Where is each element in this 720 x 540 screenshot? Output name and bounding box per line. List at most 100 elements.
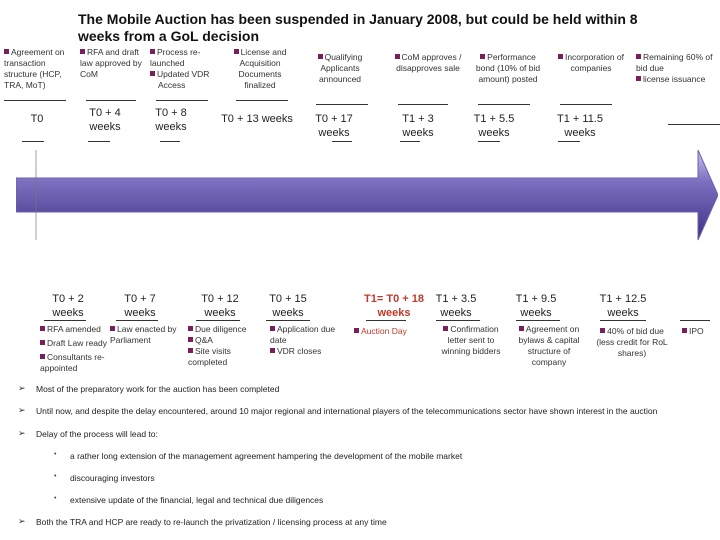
time-label: T1 + 3.5 weeks [435, 293, 477, 319]
event-agreement-structure: Agreement on transaction structure (HCP,… [4, 47, 65, 90]
event-law-enacted: Law enacted by Parliament [110, 324, 177, 345]
time-label: T1 + 11.5 weeks [557, 113, 603, 139]
bullet-icon [443, 326, 449, 331]
event-rfa-amended: RFA amended [40, 324, 112, 335]
page-title: The Mobile Auction has been suspended in… [78, 11, 638, 44]
bullet-icon [150, 49, 155, 54]
divider [86, 100, 136, 101]
arrow-bullet-icon: ➢ [18, 383, 26, 393]
bullet-icon [394, 54, 400, 59]
divider [680, 320, 710, 321]
time-label: T0 + 4 weeks [89, 107, 121, 133]
bullet-icon [40, 340, 45, 345]
divider [22, 141, 44, 142]
bullet-icon [518, 326, 524, 331]
bullet-icon [682, 328, 687, 333]
divider [116, 320, 158, 321]
event-com-approves: CoM approves / disapproves sale [394, 52, 462, 73]
event-bylaws: Agreement on bylaws & capital structure … [518, 324, 580, 367]
bullet-icon [354, 328, 359, 333]
event-qualifying-applicants: Qualifying Applicants announced [317, 52, 363, 84]
note: Most of the preparatory work for the auc… [36, 384, 280, 394]
note: Both the TRA and HCP are ready to re-lau… [36, 517, 387, 527]
bullet-icon [188, 326, 193, 331]
divider [478, 141, 500, 142]
time-label: T1 + 9.5 weeks [515, 293, 557, 319]
time-label-auction: T1= T0 + 18 weeks [364, 293, 424, 319]
bullet-icon [40, 354, 45, 359]
time-label: T0 + 7 weeks [124, 293, 156, 319]
bullet-icon [233, 49, 239, 54]
sub-note: extensive update of the financial, legal… [70, 495, 324, 505]
bullet-icon [4, 49, 9, 54]
event-remaining-bid: Remaining 60% of bid due license issuance [636, 52, 713, 84]
event-rfa-draft-law: RFA and draft law approved by CoM [80, 47, 142, 79]
bullet-icon [150, 71, 155, 76]
sub-note: discouraging investors [70, 473, 155, 483]
dot-bullet-icon: • [54, 495, 57, 502]
dot-bullet-icon: • [54, 473, 57, 480]
sub-note: a rather long extension of the managemen… [70, 451, 463, 461]
divider [236, 100, 288, 101]
arrow-bullet-icon: ➢ [18, 428, 26, 438]
event-incorporation: Incorporation of companies [556, 52, 626, 74]
event-process-relaunched: Process re-launched Updated VDR Access [150, 47, 210, 90]
bullet-icon [557, 54, 563, 59]
time-label: T0 + 13 weeks [221, 113, 293, 125]
time-label: T1 + 3 weeks [402, 113, 434, 139]
divider [668, 124, 720, 125]
time-label: T1 + 12.5 weeks [599, 293, 647, 319]
dot-bullet-icon: • [54, 451, 57, 458]
arrow-bullet-icon: ➢ [18, 516, 26, 526]
bullet-icon [317, 54, 323, 59]
divider [332, 141, 352, 142]
divider [366, 320, 406, 321]
divider [44, 320, 86, 321]
divider [266, 320, 310, 321]
time-label: T0 + 15 weeks [269, 293, 307, 319]
bullet-icon [636, 76, 641, 81]
divider [516, 320, 560, 321]
divider [316, 104, 368, 105]
time-label: T1 + 5.5 weeks [473, 113, 515, 139]
divider [398, 104, 448, 105]
event-application-due: Application due date VDR closes [270, 324, 336, 356]
divider [4, 100, 66, 101]
bullet-icon [40, 326, 45, 331]
divider [88, 141, 110, 142]
event-performance-bond: Performance bond (10% of bid amount) pos… [475, 52, 541, 84]
event-auction-day: Auction Day [354, 326, 424, 337]
divider [160, 141, 180, 142]
bullet-icon [270, 348, 275, 353]
note: Delay of the process will lead to: [36, 429, 158, 439]
event-confirmation-letter: Confirmation letter sent to winning bidd… [441, 324, 501, 356]
bullet-icon [80, 49, 85, 54]
timeline-arrow [16, 150, 718, 241]
divider [196, 320, 240, 321]
time-label: T0 + 2 weeks [52, 293, 84, 319]
time-label: T0 + 12 weeks [201, 293, 239, 319]
bullet-icon [636, 54, 641, 59]
bullet-icon [270, 326, 275, 331]
divider [436, 320, 480, 321]
event-license-docs: License and Acquisition Documents finali… [228, 47, 292, 91]
event-bid-due: 40% of bid due (less credit for RoL shar… [596, 326, 668, 358]
divider [400, 141, 420, 142]
divider [600, 320, 646, 321]
bullet-icon [188, 348, 193, 353]
divider [478, 104, 530, 105]
divider [558, 141, 580, 142]
bullet-icon [480, 54, 486, 59]
bullet-icon [600, 328, 606, 333]
event-consultants: Consultants re-appointed [40, 352, 105, 373]
event-ipo: IPO [682, 326, 716, 337]
time-label: T0 + 8 weeks [155, 107, 187, 133]
divider [560, 104, 612, 105]
note: Until now, and despite the delay encount… [36, 406, 658, 416]
bullet-icon [110, 326, 115, 331]
event-draft-law-ready: Draft Law ready [40, 338, 116, 349]
time-label: T0 [30, 113, 44, 125]
event-due-diligence: Due diligence Q&A Site visits completed [188, 324, 247, 367]
time-label: T0 + 17 weeks [315, 113, 353, 139]
divider [156, 100, 208, 101]
